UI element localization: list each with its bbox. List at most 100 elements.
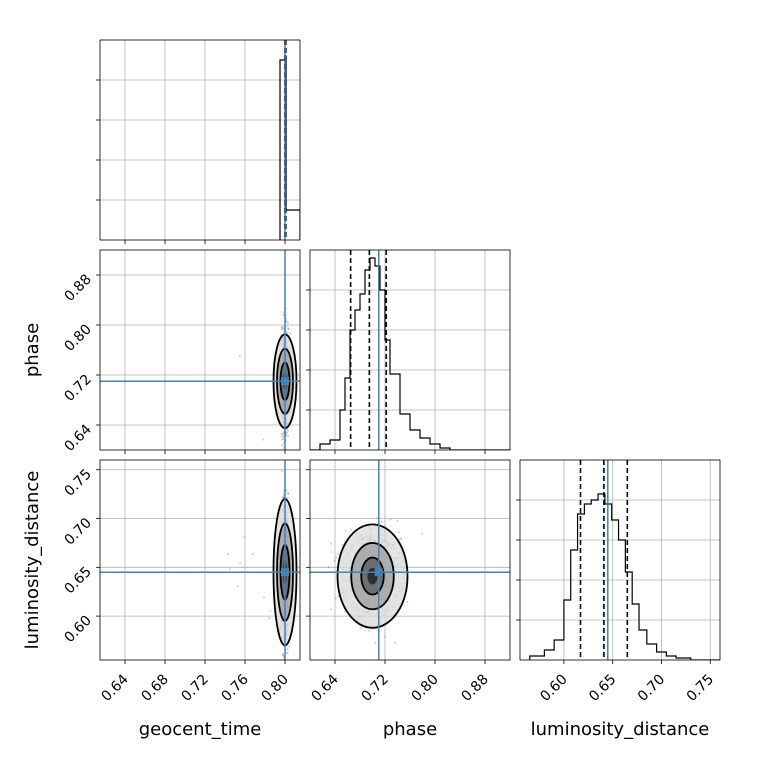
y-tick-label-luminosity-distance: 0.70	[61, 515, 94, 548]
scatter-phase-vs-luminosity-distance-panel: 0.64 0.72 0.80 0.88	[306, 459, 511, 705]
x-axis-label-phase: phase	[383, 719, 437, 740]
axes-frame	[99, 249, 301, 451]
y-axis-label-phase: phase	[22, 323, 43, 377]
sample-point	[268, 617, 271, 620]
sample-point	[282, 432, 285, 436]
axis-labels: geocent_time phase luminosity_distance p…	[22, 323, 709, 740]
sample-point	[287, 327, 290, 331]
sample-point	[239, 562, 242, 565]
sample-point	[281, 328, 284, 331]
sample-point	[286, 325, 289, 328]
sample-point	[282, 454, 284, 456]
sample-point	[333, 559, 336, 562]
sample-point	[406, 600, 409, 604]
sample-point	[360, 626, 363, 630]
sample-point	[285, 320, 288, 323]
sample-point	[286, 430, 290, 433]
x-tick-label-geocent-time: 0.68	[138, 672, 171, 705]
sample-point	[281, 326, 284, 329]
sample-point	[394, 641, 397, 644]
axes-frame	[99, 459, 301, 661]
contour-line	[360, 556, 385, 596]
sample-point	[286, 331, 289, 334]
sample-point	[281, 438, 284, 441]
y-tick-label-luminosity-distance: 0.65	[61, 564, 94, 597]
sample-point	[329, 608, 332, 611]
sample-point	[397, 531, 400, 534]
scatter-marks	[100, 454, 300, 660]
x-tick-label-phase: 0.72	[358, 672, 391, 705]
histogram-step-phase	[310, 257, 510, 450]
sample-point	[330, 542, 333, 545]
contour-line	[336, 523, 409, 629]
sample-point	[281, 652, 284, 656]
sample-point	[251, 552, 254, 556]
sample-point	[226, 552, 229, 556]
histogram-marks	[310, 250, 510, 450]
sample-point	[389, 518, 392, 521]
axes-frame	[309, 459, 511, 661]
histogram-phase-panel	[306, 249, 511, 454]
sample-point	[421, 532, 424, 535]
scatter-geocent-time-vs-luminosity-distance-panel: 0.64 0.68 0.72 0.76 0.80 0.60 0.65 0.70 0.75	[61, 454, 301, 705]
x-tick-label-phase: 0.64	[308, 671, 341, 704]
histogram-step-luminosity-distance	[529, 493, 720, 660]
sample-point	[399, 537, 403, 540]
sample-point	[289, 332, 292, 335]
sample-point	[287, 435, 290, 438]
sample-point	[242, 536, 245, 539]
sample-point	[374, 641, 377, 645]
sample-point	[281, 469, 284, 472]
sample-point	[228, 568, 232, 571]
sample-point	[285, 489, 288, 492]
sample-point	[285, 431, 289, 434]
sample-point	[280, 327, 283, 331]
histogram-marks	[279, 40, 300, 240]
sample-point	[287, 496, 290, 499]
sample-point	[287, 645, 290, 648]
x-tick-label-geocent-time: 0.72	[178, 672, 211, 705]
sample-point	[280, 432, 283, 435]
sample-point	[396, 519, 399, 522]
sample-point	[281, 653, 285, 656]
sample-point	[282, 314, 285, 317]
sample-point	[280, 326, 283, 329]
x-tick-label-luminosity-distance: 0.65	[586, 672, 619, 705]
sample-point	[286, 651, 289, 654]
sample-point	[286, 492, 290, 495]
sample-point	[336, 552, 340, 555]
y-tick-label-phase: 0.64	[61, 421, 94, 454]
histogram-geocent-time-panel	[96, 39, 301, 244]
y-axis-label-luminosity-distance: luminosity_distance	[22, 471, 43, 650]
sample-point	[336, 595, 340, 598]
contour-line	[350, 542, 395, 611]
sample-point	[398, 538, 401, 541]
axes-frame	[519, 459, 721, 661]
y-tick-label-luminosity-distance: 0.75	[61, 466, 94, 499]
x-tick-label-phase: 0.88	[458, 672, 491, 705]
sample-point	[285, 652, 289, 655]
truth-marker	[281, 568, 289, 577]
sample-point	[286, 647, 289, 651]
sample-point	[285, 331, 288, 334]
x-tick-label-luminosity-distance: 0.60	[537, 672, 570, 705]
sample-point	[368, 629, 371, 632]
x-tick-label-luminosity-distance: 0.75	[684, 672, 717, 705]
x-tick-label-geocent-time: 0.64	[98, 671, 131, 704]
sample-point	[286, 321, 290, 325]
sample-point	[349, 528, 353, 531]
x-tick-label-geocent-time: 0.80	[258, 672, 291, 705]
sample-point	[280, 444, 284, 447]
sample-point	[334, 597, 337, 600]
x-tick-label-luminosity-distance: 0.70	[635, 672, 668, 705]
scatter-geocent-time-vs-phase-panel: 0.64 0.72 0.80 0.88	[61, 249, 301, 455]
x-axis-label-geocent-time: geocent_time	[139, 719, 262, 740]
sample-point	[262, 596, 266, 599]
axes-frame	[99, 39, 301, 241]
y-tick-label-phase: 0.72	[61, 372, 94, 405]
sample-point	[281, 435, 284, 438]
sample-point	[262, 438, 265, 441]
sample-point	[269, 609, 272, 613]
y-tick-label-luminosity-distance: 0.60	[61, 613, 94, 646]
